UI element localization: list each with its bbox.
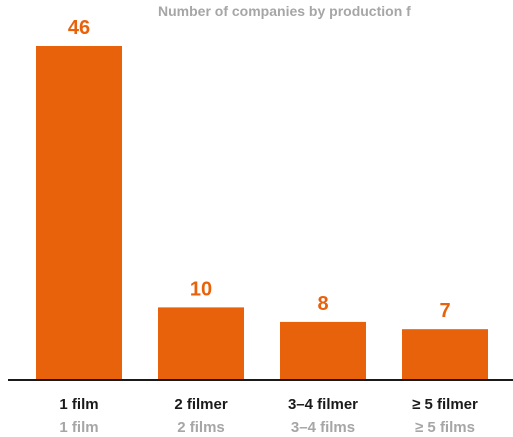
bar-1 — [36, 46, 122, 380]
category-labels-group: 1 film 1 film 2 filmer 2 films 3–4 filmer 3–4… — [59, 396, 478, 436]
category-label-4: ≥ 5 filmer — [412, 396, 478, 413]
value-label-4: 7 — [439, 300, 450, 322]
bar-3 — [280, 321, 366, 380]
category-label-2: 2 filmer — [174, 396, 228, 413]
value-label-3: 8 — [317, 293, 328, 315]
bar-4 — [402, 329, 488, 380]
value-label-1: 46 — [68, 17, 90, 39]
category-sublabel-1: 1 film — [59, 419, 98, 436]
category-sublabel-4: ≥ 5 films — [415, 419, 475, 436]
value-label-2: 10 — [190, 278, 212, 300]
category-sublabel-2: 2 films — [177, 419, 225, 436]
chart-title: Number of companies by production f — [158, 3, 411, 19]
category-sublabel-3: 3–4 films — [291, 419, 355, 436]
value-labels-group: 46 10 8 7 — [68, 17, 451, 322]
category-label-3: 3–4 filmer — [288, 396, 358, 413]
bars-group — [36, 46, 488, 380]
category-label-1: 1 film — [59, 396, 98, 413]
bar-2 — [158, 307, 244, 380]
